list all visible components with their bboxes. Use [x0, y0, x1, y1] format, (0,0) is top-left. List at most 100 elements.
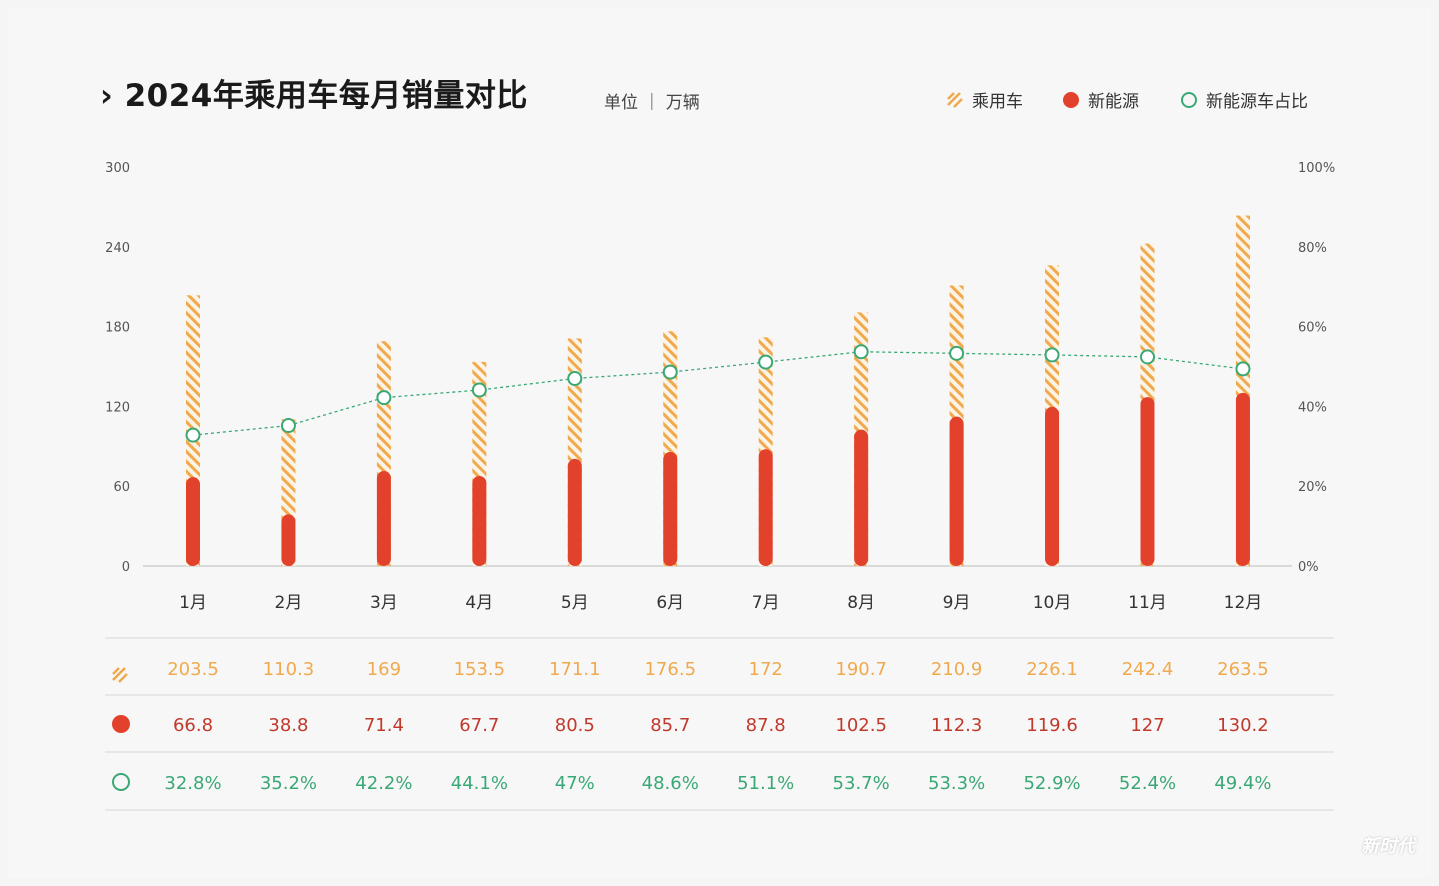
table-cell: 226.1 [1026, 659, 1078, 680]
table-cell: 66.8 [173, 715, 213, 736]
nev-bar [949, 416, 964, 566]
table-cell: 263.5 [1217, 659, 1269, 680]
y2-tick-label: 40% [1298, 400, 1327, 415]
x-tick-label: 12月 [1224, 593, 1263, 613]
table-cell: 48.6% [642, 773, 699, 794]
table-cell: 49.4% [1214, 773, 1271, 794]
table-cell: 35.2% [260, 773, 317, 794]
chart-title: › 2024年乘用车每月销量对比 [100, 70, 528, 115]
nev-bar [472, 475, 487, 566]
title-text: 2024年乘用车每月销量对比 [124, 78, 528, 114]
table-cell: 38.8 [268, 715, 308, 736]
table-cell: 51.1% [737, 773, 794, 794]
table-cell: 42.2% [355, 773, 412, 794]
share-point [376, 390, 392, 406]
hatch-icon [947, 91, 963, 108]
table-cell: 172 [749, 659, 783, 680]
nev-bar [758, 449, 773, 566]
unit-label: 单位 ｜ 万辆 [604, 93, 700, 113]
share-point [662, 364, 678, 380]
y-tick-label: 120 [105, 400, 130, 415]
nev-bar [854, 429, 869, 566]
x-tick-label: 8月 [847, 593, 875, 613]
table-cell: 102.5 [835, 715, 887, 736]
filled-circle-row-icon [112, 715, 130, 733]
y-tick-label: 240 [105, 241, 130, 256]
chart-card [8, 8, 1431, 878]
legend-share: 新能源车占比 [1180, 87, 1308, 112]
share-point [853, 344, 869, 360]
legend-passenger: 乘用车 [946, 87, 1023, 112]
nev-bar [1235, 392, 1250, 566]
share-point [185, 427, 201, 443]
x-tick-label: 3月 [370, 593, 398, 613]
table-cell: 119.6 [1026, 715, 1078, 736]
table-cell: 67.7 [459, 715, 499, 736]
y-tick-label: 300 [105, 161, 130, 176]
filled-circle-icon [1063, 91, 1079, 108]
table-cell: 53.3% [928, 773, 985, 794]
x-tick-label: 6月 [656, 593, 684, 613]
legend-label: 新能源 [1088, 92, 1139, 112]
table-cell: 80.5 [555, 715, 595, 736]
table-cell: 53.7% [833, 773, 890, 794]
y-tick-label: 0 [122, 560, 130, 575]
legend-label: 乘用车 [972, 92, 1023, 112]
x-tick-label: 9月 [943, 593, 971, 613]
table-cell: 171.1 [549, 659, 601, 680]
table-cell: 32.8% [164, 773, 221, 794]
watermark-logo: 新时代 [1361, 836, 1415, 857]
y2-tick-label: 0% [1298, 560, 1319, 575]
table-cell: 203.5 [167, 659, 219, 680]
share-point [280, 418, 296, 434]
legend-label: 新能源车占比 [1206, 92, 1308, 112]
table-cell: 169 [367, 659, 401, 680]
table-cell: 52.4% [1119, 773, 1176, 794]
share-line [192, 351, 1244, 436]
share-point [567, 370, 583, 386]
table-cell: 52.9% [1023, 773, 1080, 794]
table-cell: 110.3 [263, 659, 315, 680]
x-tick-label: 5月 [561, 593, 589, 613]
y2-tick-label: 60% [1298, 321, 1327, 336]
nev-bar [281, 514, 296, 566]
nev-bar [567, 458, 582, 566]
nev-bar [186, 477, 200, 566]
share-point [758, 354, 774, 370]
share-point [1235, 361, 1251, 377]
table-cell: 112.3 [931, 715, 983, 736]
y-tick-label: 60 [113, 480, 130, 495]
nev-bar [663, 452, 678, 566]
table-cell: 130.2 [1217, 715, 1269, 736]
y2-tick-label: 80% [1298, 241, 1327, 256]
table-cell: 87.8 [746, 715, 786, 736]
hollow-circle-row-icon [112, 773, 130, 791]
share-point [1140, 349, 1155, 365]
table-cell: 71.4 [364, 715, 404, 736]
x-tick-label: 2月 [275, 593, 303, 613]
table-cell: 47% [555, 773, 595, 794]
table-cell: 242.4 [1122, 659, 1174, 680]
x-tick-label: 7月 [752, 593, 780, 613]
chevron-right-icon: › [100, 78, 114, 114]
table-cell: 153.5 [454, 659, 506, 680]
table-cell: 176.5 [644, 659, 696, 680]
y-tick-label: 180 [105, 321, 130, 336]
y2-tick-label: 20% [1298, 480, 1327, 495]
table-cell: 190.7 [835, 659, 887, 680]
y2-tick-label: 100% [1298, 161, 1335, 176]
table-cell: 85.7 [650, 715, 690, 736]
share-point [1044, 347, 1060, 363]
x-tick-label: 4月 [465, 593, 493, 613]
x-tick-label: 11月 [1128, 593, 1167, 613]
legend-nev: 新能源 [1062, 87, 1139, 112]
table-cell: 210.9 [931, 659, 983, 680]
nev-bar [376, 471, 391, 566]
share-point [949, 345, 965, 361]
table-cell: 127 [1130, 715, 1164, 736]
nev-bar [1140, 397, 1155, 566]
x-tick-label: 1月 [179, 593, 207, 613]
nev-bar [1045, 406, 1060, 566]
hollow-circle-icon [1181, 91, 1197, 108]
